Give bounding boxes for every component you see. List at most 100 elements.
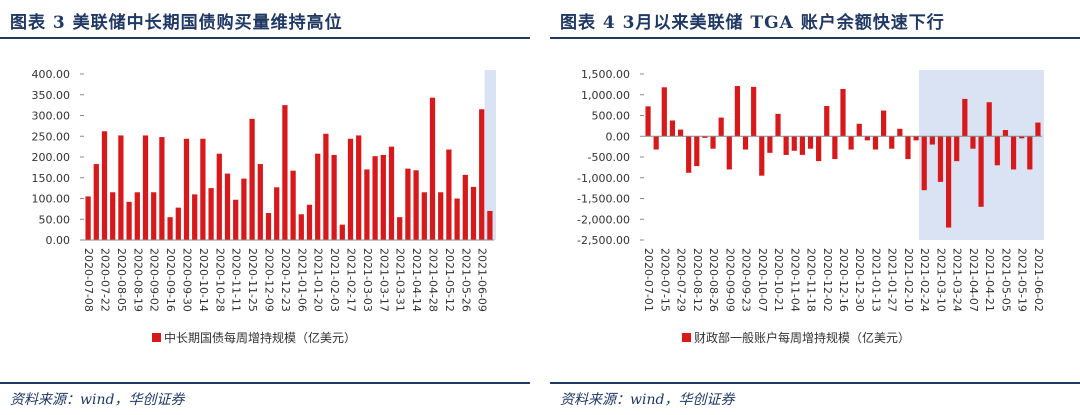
x-tick-label: 2020-10-21 — [772, 248, 785, 312]
x-tick-label: 2020-07-29 — [675, 248, 688, 312]
bar — [446, 149, 452, 240]
y-tick-label: -1,500.00 — [577, 193, 630, 206]
bar — [282, 105, 288, 240]
bar — [872, 136, 879, 150]
x-tick-label: 2021-05-19 — [1016, 248, 1029, 312]
x-tick-label: 2021-05-12 — [443, 248, 456, 312]
bar — [356, 135, 362, 240]
x-tick-label: 2020-11-18 — [805, 248, 818, 312]
bar — [347, 138, 354, 240]
bar — [677, 129, 684, 137]
x-tick-label: 2020-12-09 — [263, 248, 276, 312]
bar — [159, 137, 165, 240]
x-tick-label: 2021-01-06 — [295, 248, 308, 312]
x-tick-label: 2021-03-17 — [377, 248, 390, 312]
figure-3-bottom-rule — [0, 382, 530, 384]
y-tick-label: -1,000.00 — [577, 172, 630, 185]
bar — [726, 136, 732, 170]
bar — [183, 138, 190, 240]
x-tick-label: 2020-09-02 — [148, 248, 161, 312]
bar — [791, 136, 797, 151]
bar — [1027, 136, 1033, 170]
bar — [913, 136, 919, 141]
bar — [224, 173, 231, 240]
figure-4-source: 资料来源：wind，华创证券 — [560, 392, 735, 408]
x-tick-label: 2020-12-30 — [853, 248, 866, 312]
bar — [241, 178, 247, 240]
bar — [783, 136, 789, 155]
x-tick-label: 2020-07-08 — [82, 248, 95, 312]
y-tick-label: 300.00 — [32, 110, 71, 123]
bar — [397, 217, 403, 240]
y-tick-label: -2,000.00 — [577, 213, 630, 226]
x-tick-label: 2021-04-28 — [427, 248, 440, 312]
figure-4-chart: -2,500.00 -2,000.00 -1,500.00 -1,000.00 -500… — [577, 68, 1045, 345]
bar — [388, 146, 395, 240]
x-tick-label: 2021-03-31 — [394, 248, 407, 312]
bar — [832, 136, 838, 160]
x-tick-label: 2020-10-28 — [213, 248, 226, 312]
y-tick-label: 500.00 — [592, 110, 631, 123]
x-tick-label: 2021-05-26 — [459, 248, 472, 312]
y-tick-label: 150.00 — [32, 172, 71, 185]
legend-swatch — [682, 333, 691, 342]
bar — [799, 136, 805, 155]
bar — [645, 106, 651, 137]
bar — [421, 192, 427, 240]
bar — [233, 199, 239, 240]
x-tick-label: 2021-01-13 — [869, 248, 882, 312]
x-tick-label: 2021-02-24 — [918, 248, 931, 312]
bar — [290, 170, 296, 240]
bar — [889, 136, 895, 149]
bar — [653, 136, 659, 150]
x-tick-label: 2021-06-09 — [476, 248, 489, 312]
bar — [323, 133, 329, 240]
bar — [881, 110, 887, 137]
y-tick-label: -500.00 — [588, 151, 630, 164]
bar — [840, 88, 846, 137]
bar — [470, 186, 477, 240]
bar — [118, 135, 124, 240]
bar — [921, 136, 927, 191]
bar — [167, 217, 173, 240]
bar — [669, 120, 676, 137]
x-tick-label: 2021-03-24 — [951, 248, 964, 312]
x-tick-label: 2021-04-14 — [410, 248, 423, 312]
bar — [101, 131, 108, 240]
bar — [265, 213, 272, 240]
bar — [1010, 136, 1017, 170]
bar — [487, 210, 493, 240]
bar — [751, 86, 757, 137]
bar — [686, 136, 692, 173]
bar — [1035, 122, 1041, 137]
y-tick-label: 0.00 — [606, 130, 631, 143]
figure-3-chart: 0.00 50.00 100.00 150.00 200.00 250.00 300.00 3… — [32, 68, 496, 345]
bar — [937, 136, 944, 182]
bar — [85, 196, 91, 240]
bar — [807, 136, 814, 149]
bar — [413, 170, 419, 240]
bar — [110, 192, 116, 240]
bar — [710, 136, 716, 149]
x-tick-label: 2020-12-23 — [279, 248, 292, 312]
x-tick-label: 2021-05-05 — [999, 248, 1012, 312]
x-tick-label: 2021-02-17 — [345, 248, 358, 312]
bar — [364, 169, 370, 240]
legend-label: 中长期国债每周增持规模（亿美元） — [164, 330, 356, 345]
y-tick-label: 200.00 — [32, 151, 71, 164]
x-tick-label: 2021-04-21 — [983, 248, 996, 312]
x-tick-label: 2021-06-02 — [1032, 248, 1045, 312]
x-tick-label: 2021-02-10 — [902, 248, 915, 312]
bar — [962, 98, 968, 137]
bar — [93, 164, 99, 240]
x-tick-label: 2020-10-07 — [756, 248, 769, 312]
legend-swatch — [152, 333, 161, 342]
bar — [970, 136, 976, 149]
bar — [848, 136, 854, 150]
bar — [856, 123, 862, 137]
figure-3-source: 资料来源：wind，华创证券 — [10, 392, 185, 408]
x-tick-label: 2020-08-12 — [691, 248, 704, 312]
x-tick-label: 2020-07-01 — [642, 248, 655, 312]
x-tick-label: 2020-10-14 — [197, 248, 210, 312]
bar — [372, 156, 378, 240]
